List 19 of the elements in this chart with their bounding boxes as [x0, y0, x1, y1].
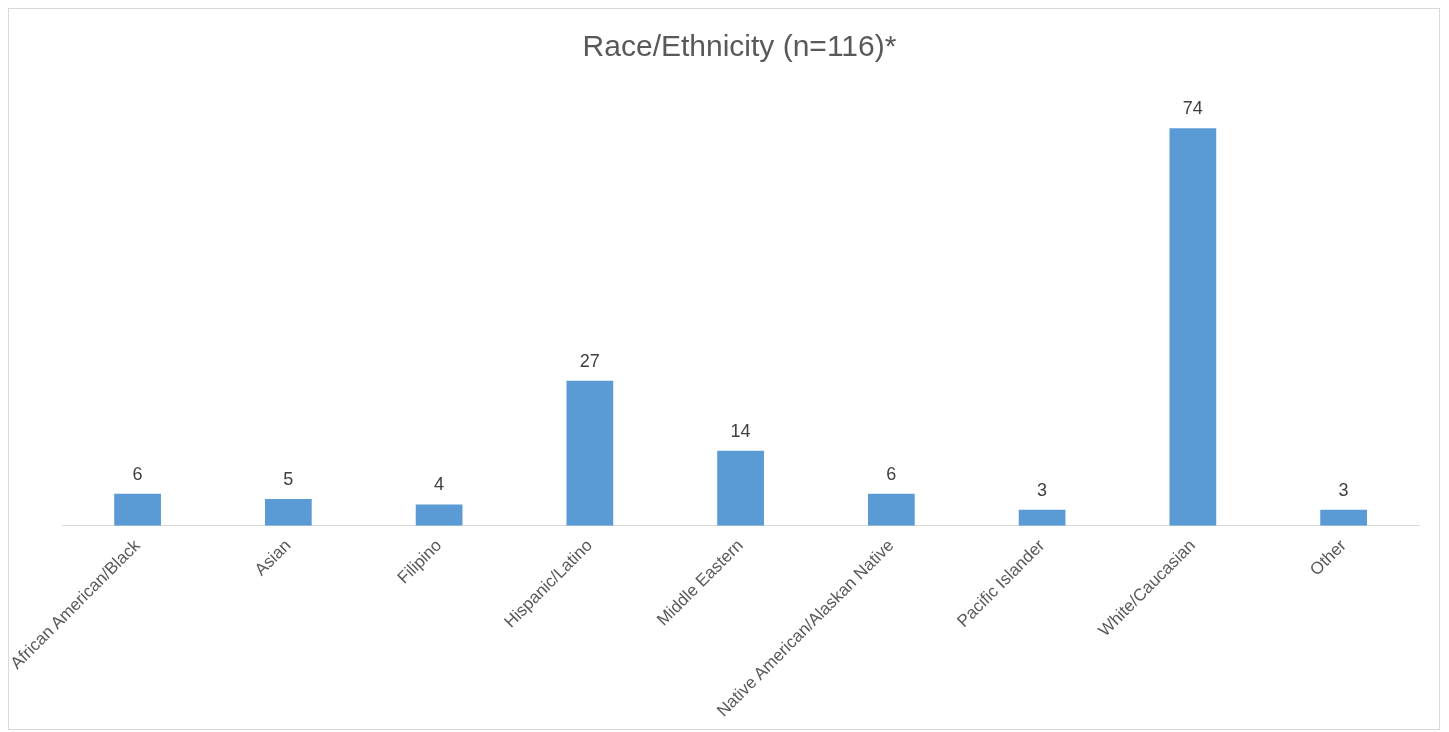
data-label: 14	[730, 420, 751, 441]
data-label: 27	[579, 350, 600, 371]
chart-title: Race/Ethnicity (n=116)*	[582, 29, 897, 63]
data-label: 5	[283, 468, 294, 489]
data-label: 3	[1338, 479, 1349, 500]
bar	[1018, 509, 1066, 526]
bar	[114, 493, 161, 526]
bar	[415, 504, 463, 526]
bar	[1169, 128, 1217, 526]
bar	[1320, 509, 1367, 526]
data-label: 3	[1037, 479, 1048, 500]
bar	[717, 450, 764, 526]
data-label: 6	[886, 463, 897, 484]
bar	[566, 380, 614, 526]
bar	[264, 499, 312, 526]
data-label: 4	[434, 474, 445, 495]
data-label: 6	[132, 463, 143, 484]
data-label: 74	[1182, 98, 1203, 119]
bar	[867, 493, 915, 526]
